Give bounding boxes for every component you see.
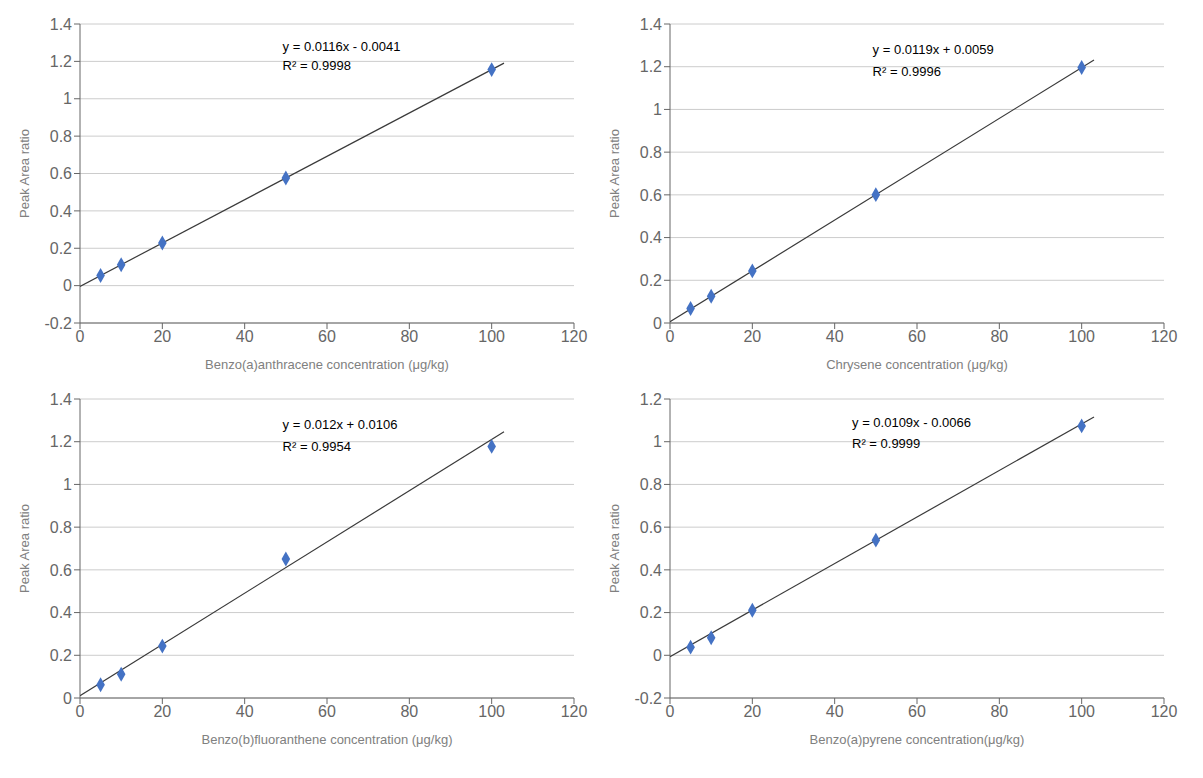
svg-text:1: 1 (653, 433, 662, 450)
svg-text:0.2: 0.2 (640, 272, 662, 289)
svg-text:100: 100 (478, 703, 505, 720)
svg-text:60: 60 (908, 703, 926, 720)
svg-text:0.6: 0.6 (640, 519, 662, 536)
svg-text:100: 100 (1068, 328, 1095, 345)
svg-text:0.4: 0.4 (640, 229, 662, 246)
svg-text:0: 0 (653, 315, 662, 332)
svg-text:1: 1 (63, 90, 72, 107)
svg-text:R² = 0.9996: R² = 0.9996 (873, 64, 941, 79)
svg-text:0.6: 0.6 (50, 165, 72, 182)
svg-text:100: 100 (1068, 703, 1095, 720)
svg-text:80: 80 (990, 328, 1008, 345)
svg-text:y = 0.0119x + 0.0059: y = 0.0119x + 0.0059 (873, 42, 994, 57)
svg-text:0.6: 0.6 (640, 187, 662, 204)
svg-text:0.6: 0.6 (50, 562, 72, 579)
svg-text:0.2: 0.2 (50, 240, 72, 257)
svg-text:0.2: 0.2 (50, 647, 72, 664)
svg-text:120: 120 (1151, 328, 1178, 345)
svg-text:20: 20 (153, 703, 171, 720)
svg-text:120: 120 (561, 703, 588, 720)
svg-text:40: 40 (236, 703, 254, 720)
svg-text:20: 20 (743, 328, 761, 345)
svg-text:-0.2: -0.2 (634, 690, 662, 707)
svg-text:Benzo(a)anthracene concentrati: Benzo(a)anthracene concentration (μg/kg) (205, 357, 449, 372)
svg-text:y = 0.0116x - 0.0041: y = 0.0116x - 0.0041 (283, 39, 401, 54)
svg-text:0.8: 0.8 (50, 128, 72, 145)
svg-text:0.4: 0.4 (640, 562, 662, 579)
svg-text:40: 40 (826, 328, 844, 345)
svg-text:1.4: 1.4 (50, 16, 72, 33)
svg-text:0.4: 0.4 (50, 203, 72, 220)
svg-text:R² = 0.9954: R² = 0.9954 (283, 439, 351, 454)
svg-text:0.2: 0.2 (640, 604, 662, 621)
svg-text:1.4: 1.4 (50, 391, 72, 408)
svg-text:0.8: 0.8 (50, 519, 72, 536)
svg-text:Peak Area ratio: Peak Area ratio (607, 129, 622, 218)
svg-text:0: 0 (653, 647, 662, 664)
svg-text:0: 0 (63, 277, 72, 294)
svg-text:1: 1 (653, 101, 662, 118)
svg-text:R² = 0.9998: R² = 0.9998 (283, 58, 351, 73)
svg-text:Peak Area ratio: Peak Area ratio (17, 129, 32, 218)
svg-text:80: 80 (400, 703, 418, 720)
svg-text:80: 80 (990, 703, 1008, 720)
svg-text:0.4: 0.4 (50, 604, 72, 621)
svg-text:0: 0 (666, 328, 675, 345)
svg-text:1.2: 1.2 (50, 53, 72, 70)
svg-text:20: 20 (743, 703, 761, 720)
svg-text:80: 80 (400, 328, 418, 345)
svg-text:1.2: 1.2 (640, 391, 662, 408)
svg-text:1: 1 (63, 476, 72, 493)
svg-text:0.8: 0.8 (640, 476, 662, 493)
svg-text:0: 0 (666, 703, 675, 720)
svg-text:40: 40 (236, 328, 254, 345)
svg-text:1.4: 1.4 (640, 16, 662, 33)
svg-text:Benzo(a)pyrene concentration(μ: Benzo(a)pyrene concentration(μg/kg) (810, 732, 1025, 747)
svg-text:0: 0 (63, 690, 72, 707)
svg-text:R² = 0.9999: R² = 0.9999 (852, 436, 920, 451)
svg-text:120: 120 (1151, 703, 1178, 720)
svg-text:-0.2: -0.2 (44, 315, 72, 332)
svg-text:60: 60 (318, 328, 336, 345)
svg-text:0: 0 (76, 328, 85, 345)
svg-text:120: 120 (561, 328, 588, 345)
svg-text:1.2: 1.2 (50, 433, 72, 450)
svg-text:y = 0.012x + 0.0106: y = 0.012x + 0.0106 (283, 417, 398, 432)
svg-text:Benzo(b)fluoranthene concentra: Benzo(b)fluoranthene concentration (μg/k… (201, 732, 452, 747)
svg-text:20: 20 (153, 328, 171, 345)
svg-text:Peak Area ratio: Peak Area ratio (607, 504, 622, 593)
svg-text:y = 0.0109x - 0.0066: y = 0.0109x - 0.0066 (852, 415, 971, 430)
svg-text:60: 60 (908, 328, 926, 345)
svg-text:1.2: 1.2 (640, 58, 662, 75)
svg-text:0: 0 (76, 703, 85, 720)
svg-text:Peak Area ratio: Peak Area ratio (17, 504, 32, 593)
svg-text:40: 40 (826, 703, 844, 720)
svg-text:Chrysene concentration (μg/kg): Chrysene concentration (μg/kg) (826, 357, 1008, 372)
svg-text:100: 100 (478, 328, 505, 345)
svg-text:0.8: 0.8 (640, 144, 662, 161)
svg-text:60: 60 (318, 703, 336, 720)
